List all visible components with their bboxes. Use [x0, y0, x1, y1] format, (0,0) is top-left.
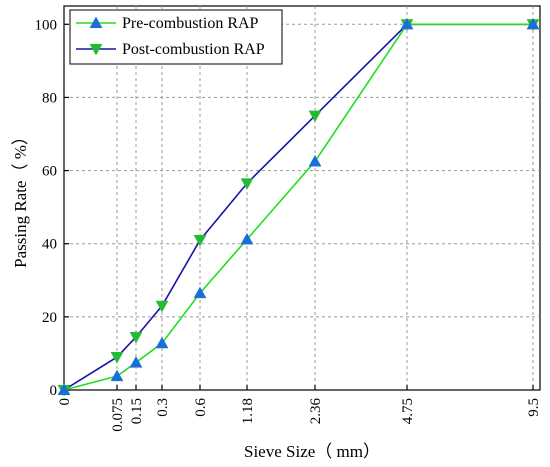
data-point-pre-combustion: [193, 286, 207, 299]
data-point-post-combustion: [110, 352, 124, 364]
y-tick-label: 40: [42, 237, 57, 253]
data-point-pre-combustion: [400, 17, 414, 30]
data-point-post-combustion: [155, 300, 169, 313]
x-tick-label: 0.075: [110, 398, 126, 432]
data-point-post-combustion: [308, 110, 322, 123]
x-tick-label: 9.5: [526, 398, 542, 417]
y-tick-label: 100: [35, 17, 58, 33]
data-point-pre-combustion: [110, 369, 124, 382]
x-tick-label: 0.6: [193, 398, 209, 417]
data-point-pre-combustion: [155, 336, 169, 349]
y-tick-label: 0: [50, 383, 58, 399]
legend-marker: [89, 16, 103, 29]
y-tick-label: 80: [42, 90, 57, 106]
legend-box: [69, 9, 283, 65]
x-tick-label: 0: [57, 398, 73, 406]
data-point-pre-combustion: [308, 154, 322, 167]
x-tick-label: 4.75: [400, 398, 416, 424]
legend-marker: [89, 43, 103, 56]
y-axis-title: Passing Rate（ %）: [11, 128, 30, 268]
data-point-pre-combustion: [57, 383, 71, 396]
x-tick-label: 0.3: [155, 398, 171, 417]
data-point-pre-combustion: [526, 17, 540, 30]
data-point-pre-combustion: [129, 356, 143, 368]
x-axis-title: Sieve Size（ mm）: [244, 442, 380, 461]
x-tick-label: 2.36: [308, 398, 324, 425]
y-tick-label: 20: [42, 310, 57, 326]
data-point-pre-combustion: [240, 232, 254, 245]
x-tick-label: 0.15: [129, 398, 145, 424]
data-point-post-combustion: [129, 331, 143, 344]
y-tick-label: 60: [42, 164, 57, 180]
legend-label: Post-combustion RAP: [122, 41, 265, 58]
data-point-post-combustion: [193, 235, 207, 247]
plot-frame: [63, 5, 541, 391]
legend-label: Pre-combustion RAP: [122, 15, 259, 32]
data-point-post-combustion: [240, 178, 254, 190]
x-tick-label: 1.18: [240, 398, 256, 424]
